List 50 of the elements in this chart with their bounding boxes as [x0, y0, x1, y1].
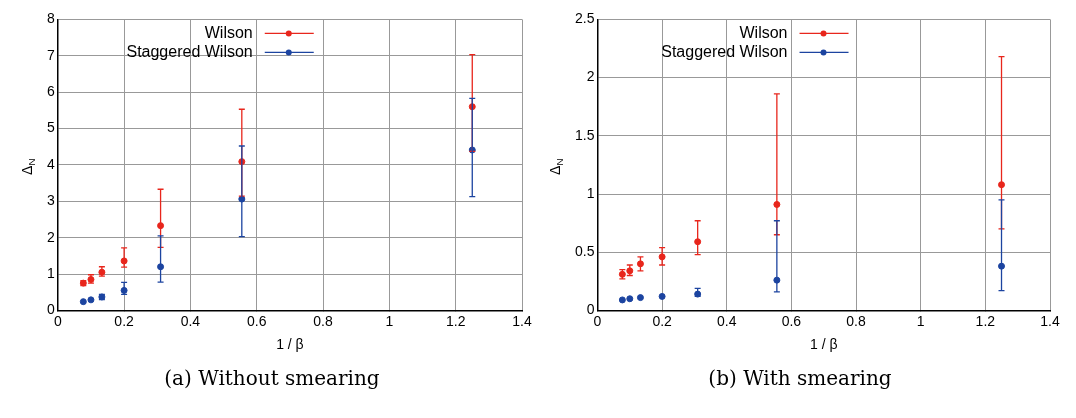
x-tick-label: 0.8 [846, 312, 866, 329]
y-tick-label: 3 [46, 192, 55, 209]
x-axis-title: 1 / β [276, 336, 304, 353]
y-tick-label: 6 [46, 83, 55, 100]
x-tick-label: 1 [916, 312, 925, 329]
x-tick-label: 0.6 [781, 312, 802, 329]
x-tick-label: 0.2 [652, 312, 673, 329]
x-tick-label: 0.6 [247, 312, 267, 329]
point [157, 263, 165, 271]
legend-label: Wilson [204, 23, 253, 41]
text: (b) With smearing [707, 366, 893, 390]
x-tick-label: 0.2 [114, 312, 135, 329]
y-tick-label: 1.5 [574, 126, 595, 143]
point [636, 294, 644, 302]
y-tick-label: 0 [46, 301, 55, 318]
y-tick-label: 8 [46, 10, 55, 27]
legend-label: Staggered Wilson [126, 42, 253, 60]
x-tick-label: 1.4 [1040, 312, 1060, 329]
x-tick-label: 1.4 [512, 312, 532, 329]
legend-label: Staggered Wilson [661, 42, 788, 60]
point [998, 181, 1006, 189]
point [79, 298, 87, 306]
point [694, 238, 702, 246]
y-tick-label: 1 [46, 264, 55, 281]
point [618, 296, 626, 304]
x-tick-label: 0.4 [180, 312, 201, 329]
point [636, 260, 644, 268]
x-tick-label: 0.4 [717, 312, 737, 329]
legend-label: Wilson [739, 23, 788, 41]
text: (a) Without smearing [163, 366, 381, 390]
point [157, 222, 165, 230]
y-tick-label: 7 [46, 46, 55, 63]
y-tick-label: 2.5 [574, 10, 595, 27]
y-tick-label: 4 [46, 155, 55, 172]
point [87, 296, 95, 304]
y-tick-label: 1 [586, 184, 595, 201]
y-tick-label: 2 [46, 228, 55, 245]
x-tick-label: 1.2 [445, 312, 466, 329]
y-axis-title: ΔN [18, 158, 37, 175]
point [626, 295, 634, 303]
x-tick-label: 1 [385, 312, 394, 329]
point [658, 292, 666, 300]
x-tick-label: 1.2 [975, 312, 996, 329]
x-axis-title: 1 / β [809, 336, 838, 353]
x-tick-label: 0.8 [313, 312, 333, 329]
y-tick-label: 2 [586, 68, 595, 85]
y-axis-title: ΔN [546, 158, 565, 175]
y-tick-label: 0.5 [574, 243, 595, 260]
y-tick-label: 0 [586, 301, 595, 318]
y-tick-label: 5 [46, 119, 55, 136]
